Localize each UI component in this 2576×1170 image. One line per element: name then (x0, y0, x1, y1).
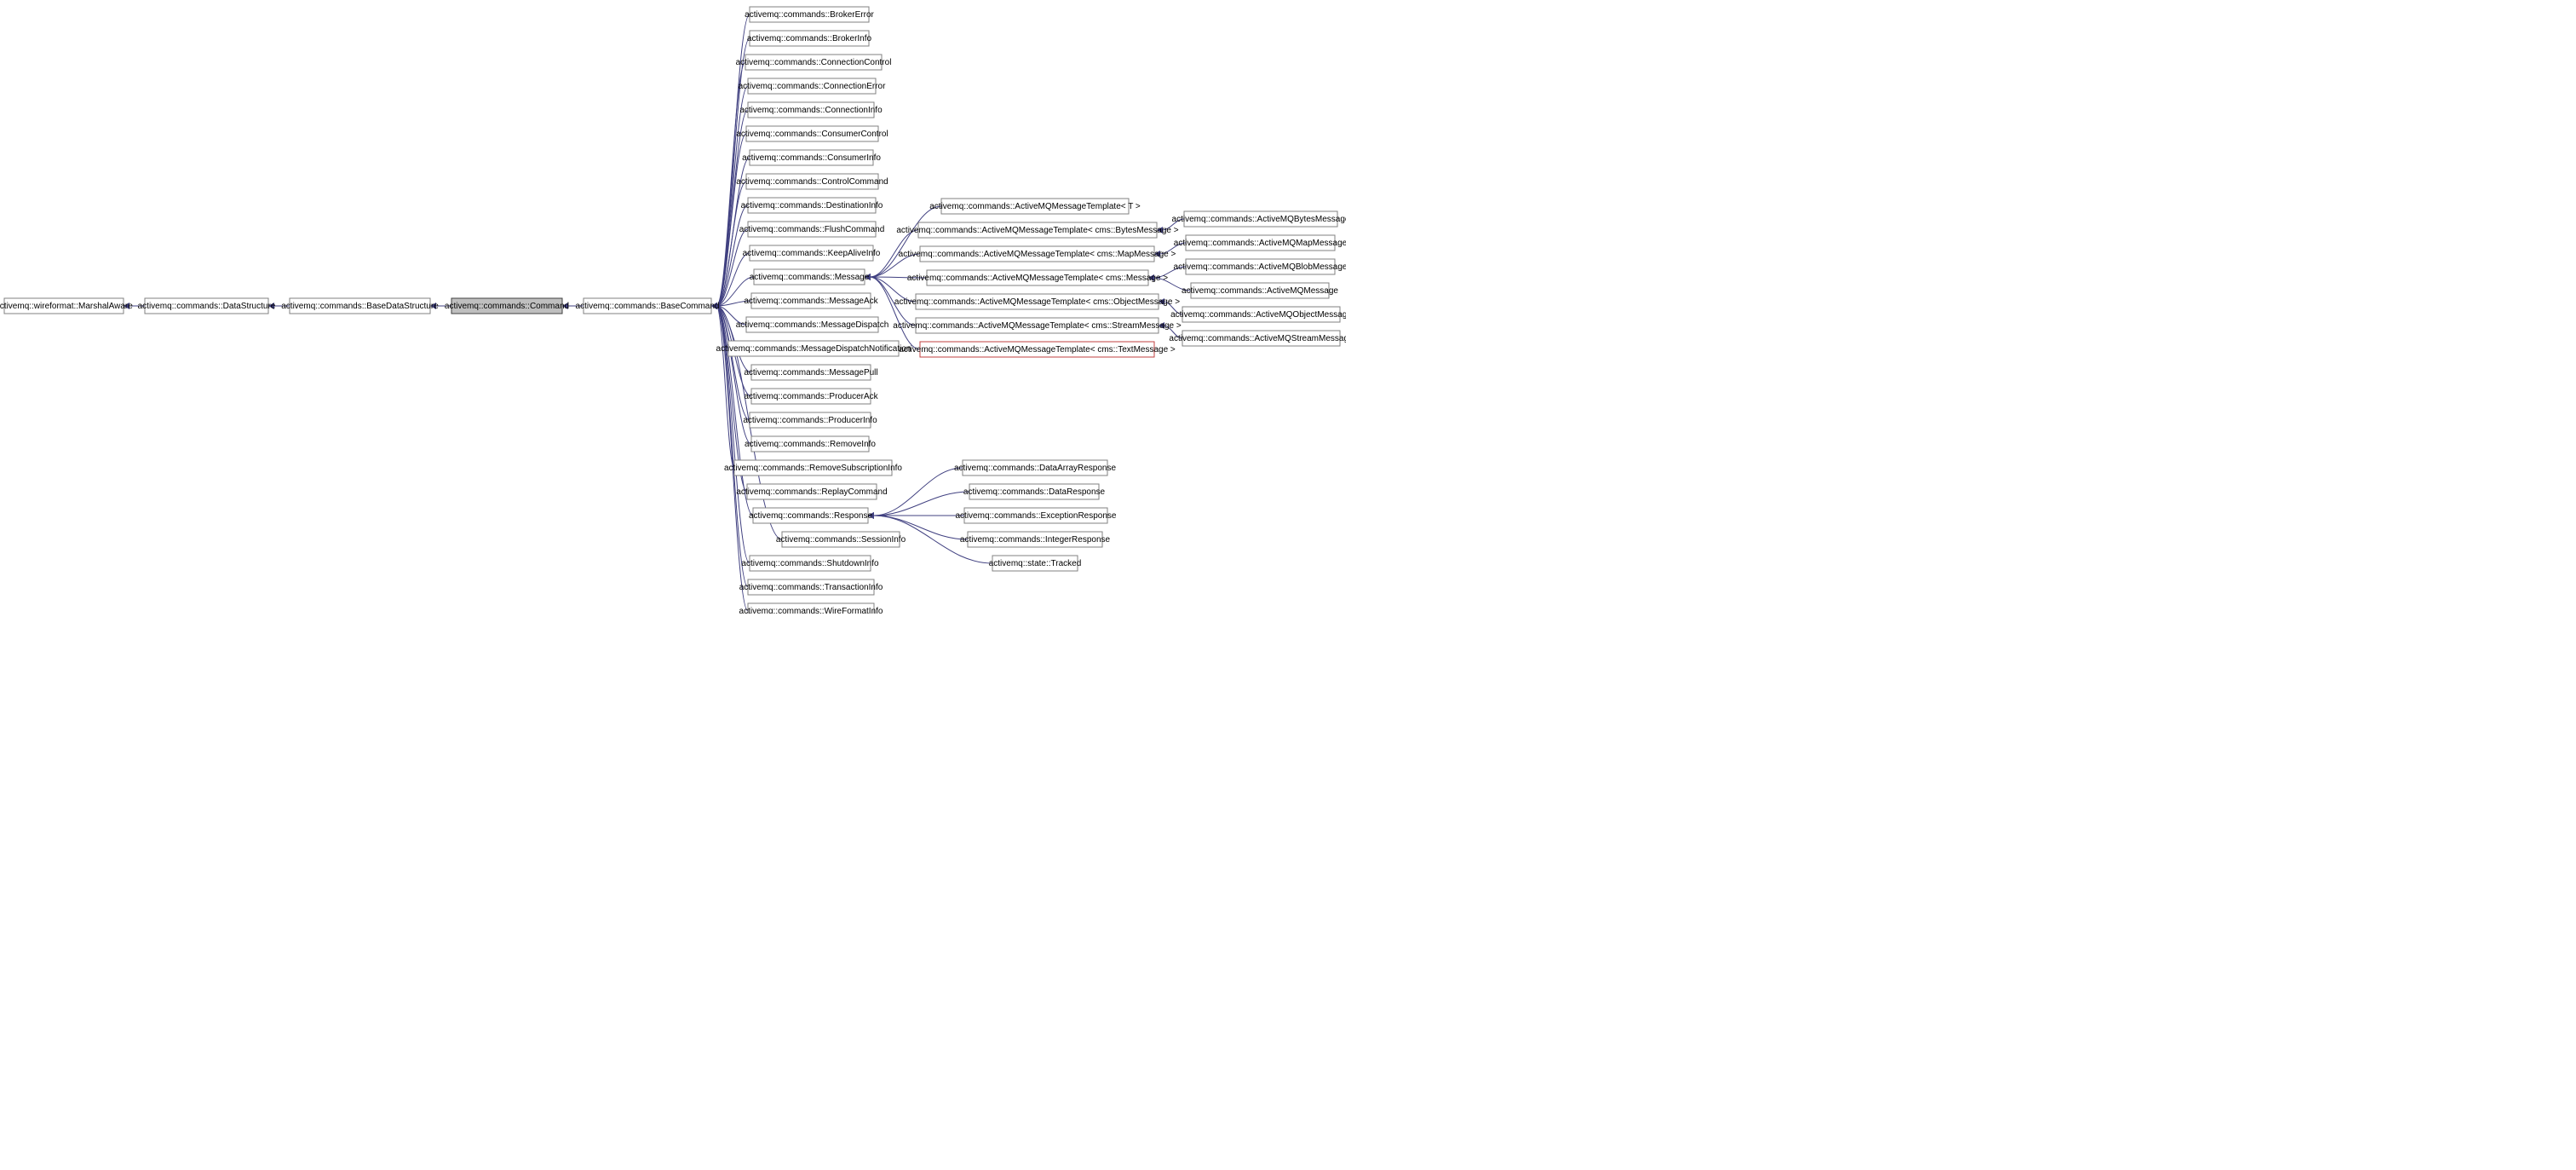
node-tmplbytes[interactable]: activemq::commands::ActiveMQMessageTempl… (896, 222, 1178, 238)
edge (870, 277, 927, 278)
node-brokerinfo[interactable]: activemq::commands::BrokerInfo (747, 31, 872, 46)
edge (1153, 267, 1186, 278)
node-datastruct[interactable]: activemq::commands::DataStructure (138, 298, 276, 314)
node-ctrlcmd[interactable]: activemq::commands::ControlCommand (736, 174, 888, 189)
node-response[interactable]: activemq::commands::Response (749, 508, 873, 523)
node-msgdispnotif[interactable]: activemq::commands::MessageDispatchNotif… (716, 341, 911, 356)
edge (873, 492, 969, 516)
edge (1164, 302, 1182, 314)
node-tmplmsg[interactable]: activemq::commands::ActiveMQMessageTempl… (907, 270, 1168, 285)
node-amqblob[interactable]: activemq::commands::ActiveMQBlobMessage (1174, 259, 1346, 274)
edge (870, 277, 920, 349)
node-dataresp[interactable]: activemq::commands::DataResponse (963, 484, 1106, 499)
edge (870, 277, 916, 302)
node-amqmsg[interactable]: activemq::commands::ActiveMQMessage (1182, 283, 1338, 298)
arrowhead (1159, 298, 1164, 305)
node-tracked[interactable]: activemq::state::Tracked (989, 556, 1082, 571)
node-keepalive[interactable]: activemq::commands::KeepAliveInfo (743, 245, 881, 261)
node-destinfo[interactable]: activemq::commands::DestinationInfo (741, 198, 883, 213)
node-intresp[interactable]: activemq::commands::IntegerResponse (960, 532, 1111, 547)
node-dataarr[interactable]: activemq::commands::DataArrayResponse (954, 460, 1117, 475)
node-tmplt[interactable]: activemq::commands::ActiveMQMessageTempl… (929, 199, 1141, 214)
node-replaycmd[interactable]: activemq::commands::ReplayCommand (736, 484, 887, 499)
node-amqobj[interactable]: activemq::commands::ActiveMQObjectMessag… (1170, 307, 1346, 322)
node-amqmap[interactable]: activemq::commands::ActiveMQMapMessage (1174, 235, 1346, 251)
node-tmplmap[interactable]: activemq::commands::ActiveMQMessageTempl… (899, 246, 1176, 262)
node-msgack[interactable]: activemq::commands::MessageAck (744, 293, 878, 308)
arrowhead (865, 274, 871, 280)
node-wirefmt[interactable]: activemq::commands::WireFormatInfo (739, 603, 883, 614)
edge (716, 134, 746, 306)
node-amqstream[interactable]: activemq::commands::ActiveMQStreamMessag… (1169, 331, 1346, 346)
arrowhead (1157, 227, 1163, 233)
node-sessioninfo[interactable]: activemq::commands::SessionInfo (776, 532, 906, 547)
node-transinfo[interactable]: activemq::commands::TransactionInfo (739, 579, 883, 595)
node-flushcmd[interactable]: activemq::commands::FlushCommand (739, 222, 885, 237)
arrowhead (1148, 274, 1154, 281)
node-msgdispatch[interactable]: activemq::commands::MessageDispatch (736, 317, 889, 332)
node-basedata[interactable]: activemq::commands::BaseDataStructure (281, 298, 439, 314)
node-tmplstream[interactable]: activemq::commands::ActiveMQMessageTempl… (893, 318, 1182, 333)
edge (1162, 219, 1184, 230)
node-conninfo[interactable]: activemq::commands::ConnectionInfo (739, 102, 883, 118)
node-prodinfo[interactable]: activemq::commands::ProducerInfo (743, 412, 877, 428)
arrowhead (268, 303, 274, 309)
node-basecmd[interactable]: activemq::commands::BaseCommand (576, 298, 720, 314)
node-consinfo[interactable]: activemq::commands::ConsumerInfo (742, 150, 881, 165)
arrowhead (711, 303, 717, 309)
edge (870, 206, 941, 277)
node-connerr[interactable]: activemq::commands::ConnectionError (739, 78, 887, 94)
edge (870, 254, 920, 277)
node-tmpltext[interactable]: activemq::commands::ActiveMQMessageTempl… (899, 342, 1176, 357)
node-marshal[interactable]: activemq::wireformat::MarshalAware (0, 298, 133, 314)
inheritance-diagram: activemq::wireformat::MarshalAwareactive… (0, 0, 1346, 614)
node-tmplobj[interactable]: activemq::commands::ActiveMQMessageTempl… (894, 294, 1180, 309)
arrowhead (562, 303, 568, 309)
node-shutdown[interactable]: activemq::commands::ShutdownInfo (741, 556, 879, 571)
edge (1164, 326, 1182, 338)
edge (870, 230, 918, 277)
arrowhead (1159, 322, 1164, 329)
arrowhead (868, 512, 874, 519)
node-command[interactable]: activemq::commands::Command (445, 298, 569, 314)
arrowhead (1154, 251, 1160, 257)
arrowhead (430, 303, 436, 309)
node-amqbytes[interactable]: activemq::commands::ActiveMQBytesMessage (1172, 211, 1346, 227)
node-removeinfo[interactable]: activemq::commands::RemoveInfo (745, 436, 876, 452)
node-prodack[interactable]: activemq::commands::ProducerAck (744, 389, 878, 404)
edge (1159, 243, 1186, 254)
node-connctrl[interactable]: activemq::commands::ConnectionControl (736, 55, 892, 70)
node-consctrl[interactable]: activemq::commands::ConsumerControl (736, 126, 888, 141)
node-removesub[interactable]: activemq::commands::RemoveSubscriptionIn… (724, 460, 902, 475)
nodes: activemq::wireformat::MarshalAwareactive… (0, 7, 1346, 614)
edge (716, 62, 745, 306)
edge (1153, 278, 1191, 291)
node-msgpull[interactable]: activemq::commands::MessagePull (744, 365, 877, 380)
node-excresp[interactable]: activemq::commands::ExceptionResponse (956, 508, 1117, 523)
node-message[interactable]: activemq::commands::Message (750, 269, 870, 285)
arrowhead (124, 303, 129, 309)
node-brokererror[interactable]: activemq::commands::BrokerError (745, 7, 874, 22)
